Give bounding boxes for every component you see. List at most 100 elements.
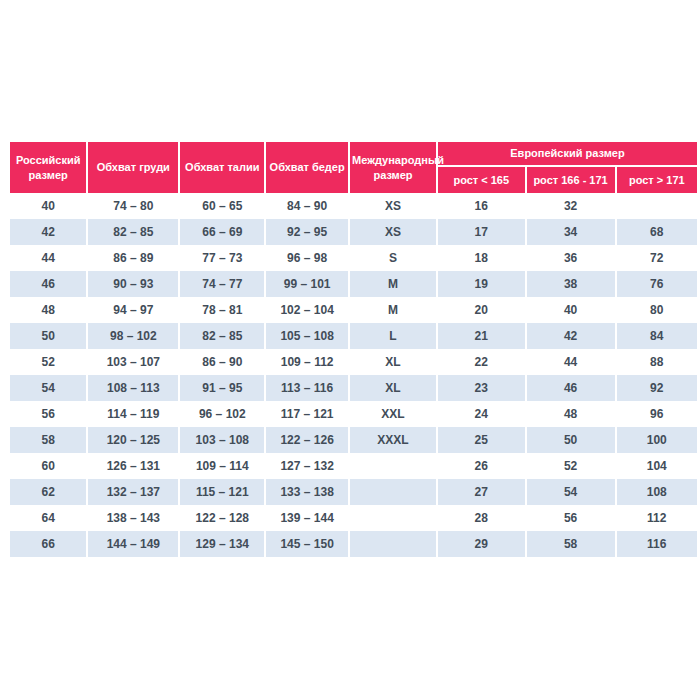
size-table: Российский размер Обхват груди Обхват та…	[10, 142, 697, 557]
table-cell: 117 – 121	[266, 401, 350, 427]
table-cell: 40	[10, 193, 88, 219]
table-cell: 109 – 114	[180, 453, 266, 479]
table-cell: 26	[438, 453, 527, 479]
header-height-166-171: рост 166 - 171	[527, 167, 617, 193]
table-cell: 99 – 101	[266, 271, 350, 297]
table-cell: 86 – 89	[88, 245, 180, 271]
table-cell: 48	[10, 297, 88, 323]
table-cell: 139 – 144	[266, 505, 350, 531]
table-cell: 46	[527, 375, 617, 401]
table-cell: 40	[527, 297, 617, 323]
table-cell: 92 – 95	[266, 219, 350, 245]
table-cell: 50	[10, 323, 88, 349]
table-row: 4486 – 8977 – 7396 – 98S183672	[10, 245, 697, 271]
table-cell: 98 – 102	[88, 323, 180, 349]
table-cell: 96 – 98	[266, 245, 350, 271]
table-cell: 16	[438, 193, 527, 219]
table-cell: 32	[527, 193, 617, 219]
table-cell: 60 – 65	[180, 193, 266, 219]
table-cell: 100	[617, 427, 697, 453]
table-cell: 145 – 150	[266, 531, 350, 557]
table-cell: 68	[617, 219, 697, 245]
table-cell: XS	[350, 193, 438, 219]
header-waist: Обхват талии	[180, 142, 266, 193]
table-cell: 27	[438, 479, 527, 505]
table-cell: 115 – 121	[180, 479, 266, 505]
table-cell: XXL	[350, 401, 438, 427]
table-row: 62132 – 137115 – 121133 – 1382754108	[10, 479, 697, 505]
table-cell: 77 – 73	[180, 245, 266, 271]
table-cell: 78 – 81	[180, 297, 266, 323]
table-cell: 104	[617, 453, 697, 479]
table-cell: 54	[10, 375, 88, 401]
table-cell: XL	[350, 349, 438, 375]
table-row: 54108 – 11391 – 95113 – 116XL234692	[10, 375, 697, 401]
table-cell: L	[350, 323, 438, 349]
table-cell: 58	[527, 531, 617, 557]
table-row: 4074 – 8060 – 6584 – 90XS1632	[10, 193, 697, 219]
table-cell: 102 – 104	[266, 297, 350, 323]
header-height-gt-171: рост > 171	[617, 167, 697, 193]
table-cell: 91 – 95	[180, 375, 266, 401]
table-row: 4282 – 8566 – 6992 – 95XS173468	[10, 219, 697, 245]
table-cell: 56	[527, 505, 617, 531]
header-hips: Обхват бедер	[266, 142, 350, 193]
table-cell: 103 – 107	[88, 349, 180, 375]
table-cell: 20	[438, 297, 527, 323]
table-cell: 105 – 108	[266, 323, 350, 349]
table-cell: 72	[617, 245, 697, 271]
table-cell: 54	[527, 479, 617, 505]
header-chest: Обхват груди	[88, 142, 180, 193]
table-cell: 109 – 112	[266, 349, 350, 375]
table-cell: 44	[10, 245, 88, 271]
header-international-size: Международный размер	[350, 142, 438, 193]
table-cell: 80	[617, 297, 697, 323]
table-row: 52103 – 10786 – 90109 – 112XL224488	[10, 349, 697, 375]
table-row: 4690 – 9374 – 7799 – 101M193876	[10, 271, 697, 297]
table-cell: 132 – 137	[88, 479, 180, 505]
table-cell: 19	[438, 271, 527, 297]
table-cell: 90 – 93	[88, 271, 180, 297]
table-row: 56114 – 11996 – 102117 – 121XXL244896	[10, 401, 697, 427]
table-row: 5098 – 10282 – 85105 – 108L214284	[10, 323, 697, 349]
table-cell: 56	[10, 401, 88, 427]
table-cell: M	[350, 297, 438, 323]
table-cell: 66 – 69	[180, 219, 266, 245]
header-russian-size: Российский размер	[10, 142, 88, 193]
table-cell: 144 – 149	[88, 531, 180, 557]
table-cell: 52	[527, 453, 617, 479]
table-cell: 42	[10, 219, 88, 245]
table-cell: 86 – 90	[180, 349, 266, 375]
table-cell: 23	[438, 375, 527, 401]
table-cell: XXXL	[350, 427, 438, 453]
table-cell: 48	[527, 401, 617, 427]
table-cell: 103 – 108	[180, 427, 266, 453]
table-cell: 22	[438, 349, 527, 375]
header-european-size: Европейский размер	[438, 142, 697, 167]
table-cell: 18	[438, 245, 527, 271]
table-cell: 138 – 143	[88, 505, 180, 531]
table-cell: 88	[617, 349, 697, 375]
table-cell: 25	[438, 427, 527, 453]
table-cell: 42	[527, 323, 617, 349]
table-cell: 44	[527, 349, 617, 375]
table-cell: 94 – 97	[88, 297, 180, 323]
table-cell: 74 – 80	[88, 193, 180, 219]
table-cell: 52	[10, 349, 88, 375]
table-cell: 129 – 134	[180, 531, 266, 557]
table-cell: M	[350, 271, 438, 297]
size-table-body: 4074 – 8060 – 6584 – 90XS16324282 – 8566…	[10, 193, 697, 557]
table-cell: 74 – 77	[180, 271, 266, 297]
table-row: 60126 – 131109 – 114127 – 1322652104	[10, 453, 697, 479]
table-cell: 82 – 85	[180, 323, 266, 349]
table-cell: 38	[527, 271, 617, 297]
table-row: 64138 – 143122 – 128139 – 1442856112	[10, 505, 697, 531]
table-row: 58120 – 125103 – 108122 – 126XXXL2550100	[10, 427, 697, 453]
table-cell: 122 – 126	[266, 427, 350, 453]
table-cell: 126 – 131	[88, 453, 180, 479]
table-cell: 127 – 132	[266, 453, 350, 479]
table-cell: 64	[10, 505, 88, 531]
table-cell: 92	[617, 375, 697, 401]
table-cell: 46	[10, 271, 88, 297]
table-cell: 96 – 102	[180, 401, 266, 427]
